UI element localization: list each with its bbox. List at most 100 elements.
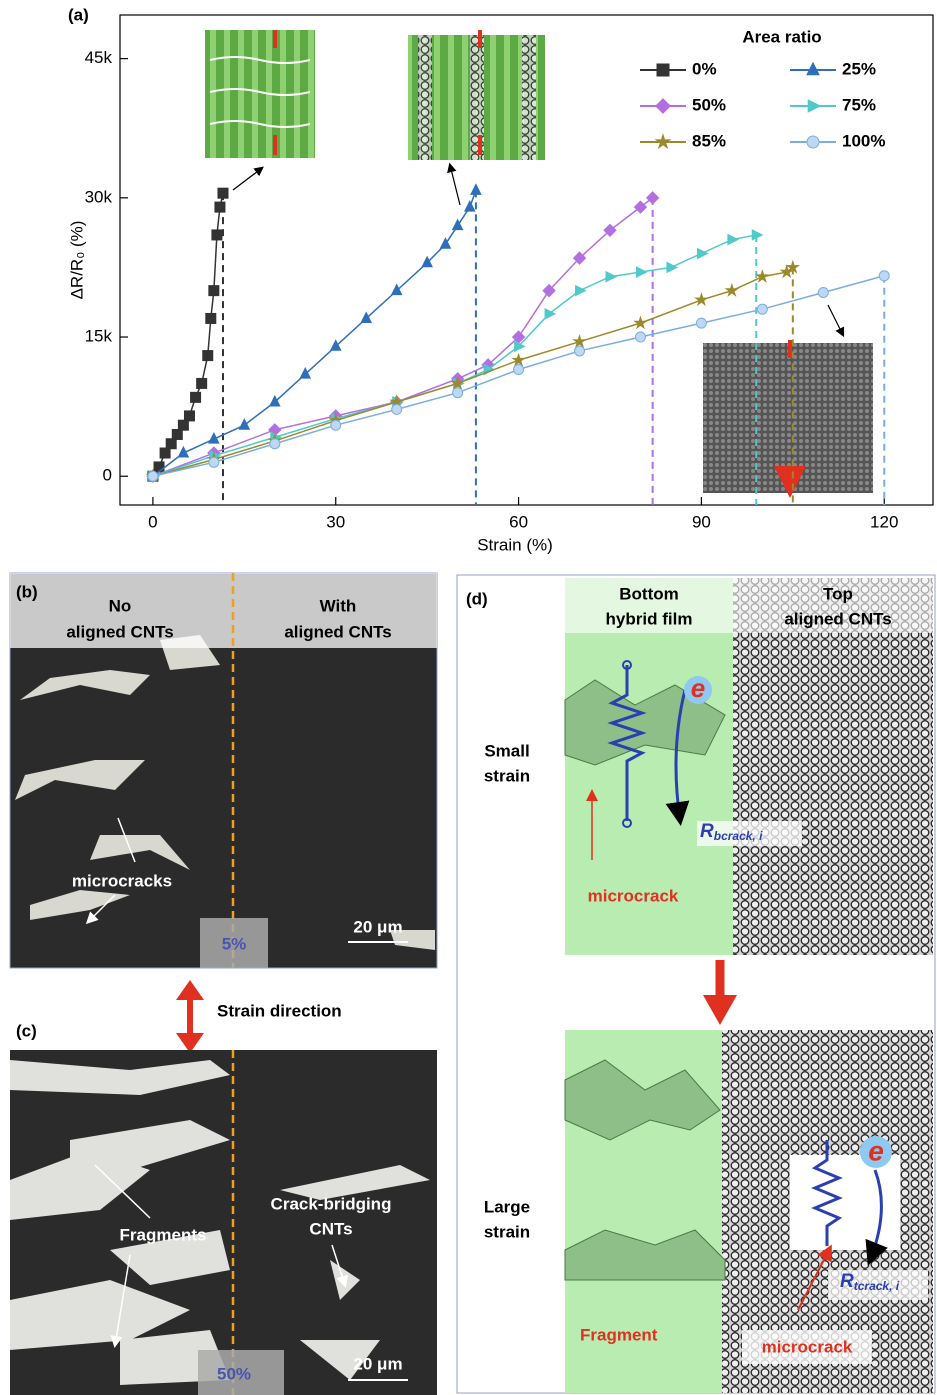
pointers [88,817,136,922]
y-axis-title: ΔR/R₀ (%) [67,221,86,300]
marker [202,350,214,362]
legend-marker [655,98,671,114]
row-label: Small [484,741,529,760]
marker [299,367,312,379]
pointer [447,162,461,206]
y-tick-label: 45k [85,48,113,67]
electron-label: e [868,1135,884,1166]
header-band [10,573,437,648]
inset-arrows [273,30,790,490]
plot-frame [119,14,934,506]
fragments [564,1059,726,1281]
film-crack [564,679,726,766]
header: With [320,596,357,615]
crack-label: microcrack [588,886,679,905]
marker [634,331,646,343]
x-tick-label: 60 [509,512,528,531]
marker [177,419,189,431]
marker [574,345,586,357]
panel-label: (a) [68,5,89,24]
row-label: strain [484,1222,530,1241]
marker [147,470,159,482]
row-label: Large [484,1197,530,1216]
marker [751,229,764,241]
marker [451,218,464,231]
marker [633,315,648,330]
marker [513,364,525,376]
marker [360,311,373,323]
marker [153,461,165,473]
electron-path [665,689,690,826]
marker [208,431,220,444]
strain-arrow-heads [176,980,204,1053]
marker [756,303,768,315]
marker [439,237,452,249]
marker [645,191,660,205]
marker [452,387,464,399]
marker [572,334,587,348]
legend-label: 85% [692,131,726,150]
chart-a: (a) Strain (%) ΔR/R₀ (%) 0 15k 30k 45k 0 30 60… [67,5,934,554]
marker [450,375,465,390]
marker [694,292,709,307]
resistance-main: R [840,1271,854,1292]
electron-path [865,1169,888,1266]
header: aligned CNTs [66,622,173,641]
legend-marker [654,133,672,150]
marker [391,403,403,415]
resistance-label: Rtcrack, i [840,1271,900,1293]
series-line [152,234,757,477]
label-box [697,821,802,846]
strain-box [200,918,268,968]
marker [217,187,229,199]
marker [544,308,557,320]
annotation: Crack-bridging [271,1194,392,1213]
header: aligned CNTs [284,622,391,641]
resistance-main: R [700,821,714,842]
marker [603,223,617,238]
legend-label: 0% [692,59,717,78]
y-tick-label: 30k [85,187,113,206]
marker [696,247,709,260]
header: hybrid film [606,609,693,628]
x-axis-title: Strain (%) [477,535,553,554]
marker [421,255,433,268]
series-line [152,190,477,477]
legend-marker [806,135,820,149]
legend-title: Area ratio [742,27,821,46]
scale-bar-label: 20 μm [353,1354,402,1373]
marker [464,199,476,212]
marker [727,233,740,246]
legend-marker [806,61,820,76]
legend-marker [807,99,822,113]
marker [177,445,190,458]
legend-label: 25% [842,59,876,78]
marker [171,428,183,440]
marker [633,200,648,214]
marker [878,270,890,282]
resistor [607,665,647,821]
inset-cracks [209,56,311,128]
electron [860,1136,892,1168]
scale-bar-label: 20 μm [353,917,402,936]
legend-marker [656,63,670,77]
marker [575,284,587,297]
marker [817,286,829,298]
fragment-label: Fragment [580,1325,658,1344]
x-tick-label: 0 [148,512,157,531]
marker [572,251,587,265]
strain-direction: Strain direction [217,1001,342,1020]
electron [684,676,712,704]
strain-label: 5% [222,934,247,953]
hybrid-film [565,578,733,955]
marker [514,340,526,353]
marker [208,456,220,468]
resistance-sub: bcrack, i [714,829,763,843]
marker [190,391,202,403]
annotation: CNTs [309,1219,352,1238]
marker [214,201,226,213]
marker [208,285,220,297]
x-tick-label: 90 [692,512,711,531]
marker [159,447,171,459]
